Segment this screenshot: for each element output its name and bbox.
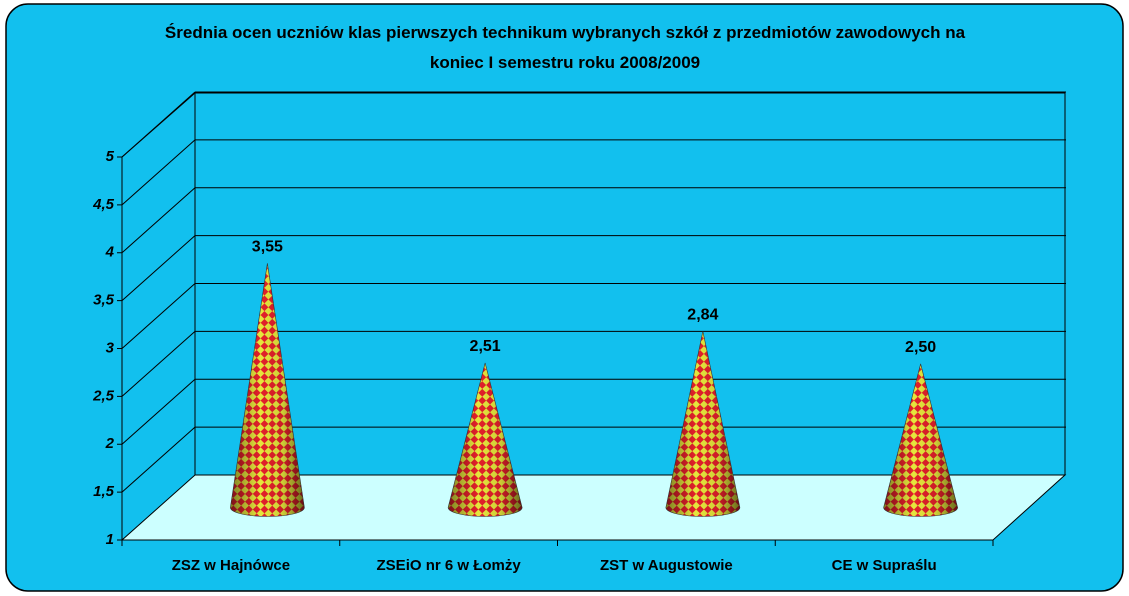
y-tick-label: 1,5: [93, 483, 115, 500]
x-tick-label: CE w Supraślu: [832, 557, 937, 574]
grid-line: [121, 283, 196, 349]
x-tick-label: ZSZ w Hajnówce: [172, 557, 290, 574]
value-label: 2,50: [905, 339, 936, 356]
grid-line: [121, 139, 196, 206]
grid-line: [121, 91, 196, 158]
y-tick-label: 4,5: [92, 196, 115, 213]
x-tick-label: ZSEiO nr 6 w Łomży: [377, 557, 522, 574]
chart-title: Średnia ocen uczniów klas pierwszych tec…: [164, 23, 966, 72]
grid-line: [121, 426, 196, 493]
floor: [120, 474, 1067, 541]
y-tick-label: 5: [106, 148, 115, 165]
grid-line: [121, 331, 196, 397]
grid-line: [121, 187, 196, 254]
cone-shade: [230, 263, 305, 517]
y-tick-label: 3,5: [93, 292, 115, 309]
y-tick-label: 3: [106, 339, 115, 356]
grid-line: [121, 378, 196, 445]
grid-line: [121, 235, 196, 301]
cone-shade: [447, 362, 523, 517]
y-tick-label: 2: [105, 435, 115, 452]
cone-shade: [665, 331, 741, 517]
x-tick-label: ZST w Augustowie: [600, 557, 733, 574]
value-label: 3,55: [252, 239, 283, 256]
y-tick-label: 2,5: [92, 387, 115, 404]
y-tick-label: 1: [106, 531, 114, 548]
value-label: 2,51: [470, 338, 501, 355]
value-label: 2,84: [687, 307, 718, 324]
y-tick-label: 4: [105, 244, 115, 261]
cone-shade: [883, 363, 958, 517]
